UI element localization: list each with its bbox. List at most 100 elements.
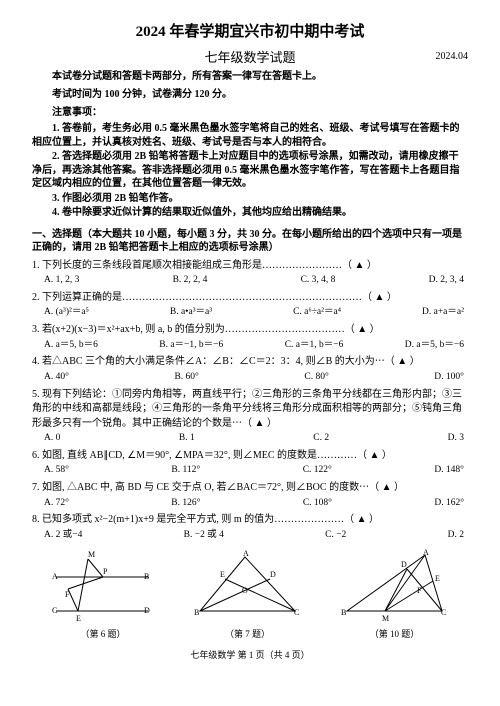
- q8-optA: A. 2 或−4: [44, 529, 82, 543]
- q6-optC: C. 122°: [303, 464, 332, 478]
- q1-optA: A. 1, 2, 3: [44, 274, 79, 288]
- svg-text:D: D: [270, 570, 276, 579]
- q4-optA: A. 40°: [44, 371, 69, 385]
- svg-text:O: O: [242, 586, 248, 595]
- q7-optB: B. 126°: [171, 497, 200, 511]
- question-7: 7. 如图, △ABC 中, 高 BD 与 CE 交于点 O, 若∠BAC＝72…: [32, 481, 468, 510]
- q5-optA: A. 0: [44, 432, 60, 446]
- q6-stem: 6. 如图, 直线 AB∥CD, ∠M＝90°, ∠MPA＝32°, 则∠MEC…: [32, 449, 468, 464]
- svg-text:M: M: [88, 550, 95, 559]
- svg-text:B: B: [194, 608, 199, 617]
- q3-optC: C. a＝1, b＝−6: [285, 339, 344, 353]
- svg-text:F: F: [417, 586, 422, 595]
- q5-optB: B. 1: [179, 432, 195, 446]
- q4-optB: B. 60°: [174, 371, 198, 385]
- q4-options: A. 40° B. 60° C. 80° D. 100°: [32, 371, 468, 385]
- question-3: 3. 若(x+2)(x−3)＝x²+ax+b, 则 a, b 的值分别为……………: [32, 323, 468, 352]
- svg-text:M: M: [382, 614, 389, 623]
- q2-options: A. (a³)²＝a⁵ B. a•a³＝a³ C. a⁶÷a²＝a⁴ D. a+…: [32, 306, 468, 320]
- svg-text:E: E: [220, 570, 225, 579]
- figure-7-caption: （第 7 题）: [190, 627, 305, 640]
- q2-optC: C. a⁶÷a²＝a⁴: [293, 306, 341, 320]
- svg-text:C: C: [441, 608, 446, 617]
- instruction-line1: 本试卷分试题和答题卡两部分，所有答案一律写在答题卡上。: [32, 70, 468, 84]
- instruction-item3: 3. 作图必须用 2B 铅笔作答。: [32, 192, 468, 206]
- q3-optA: A. a＝5, b＝6: [44, 339, 98, 353]
- figure-10: A D E F B M C （第 10 题）: [337, 549, 452, 640]
- q2-optD: D. a+a＝a²: [422, 306, 464, 320]
- question-6: 6. 如图, 直线 AB∥CD, ∠M＝90°, ∠MPA＝32°, 则∠MEC…: [32, 449, 468, 478]
- q6-options: A. 58° B. 112° C. 122° D. 148°: [32, 464, 468, 478]
- question-2: 2. 下列运算正确的是………………………………………………………………（ ▲ ）…: [32, 291, 468, 320]
- q1-optC: C. 3, 4, 8: [301, 274, 336, 288]
- question-8: 8. 已知多项式 x²−2(m+1)x+9 是完全平方式, 则 m 的值为…………: [32, 513, 468, 542]
- svg-text:F: F: [65, 590, 70, 599]
- q3-optB: B. a＝−1, b＝−6: [159, 339, 223, 353]
- q7-optA: A. 72°: [44, 497, 69, 511]
- svg-text:C: C: [52, 606, 57, 615]
- q1-optB: B. 2, 2, 4: [173, 274, 208, 288]
- q5-optD: D. 3: [448, 432, 464, 446]
- question-1: 1. 下列长度的三条线段首尾顺次相接能组成三角形是……………………（ ▲ ） A…: [32, 259, 468, 288]
- figure-6-svg: M A B F P C E D: [48, 549, 158, 624]
- q6-optD: D. 148°: [434, 464, 464, 478]
- exam-date: 2024.04: [436, 51, 469, 62]
- q8-optD: D. 2: [448, 529, 464, 543]
- figure-7: A D E O B C （第 7 题）: [190, 549, 305, 640]
- figure-10-svg: A D E F B M C: [337, 549, 452, 624]
- svg-text:A: A: [52, 572, 58, 581]
- svg-text:E: E: [435, 574, 440, 583]
- q7-stem: 7. 如图, △ABC 中, 高 BD 与 CE 交于点 O, 若∠BAC＝72…: [32, 481, 468, 496]
- instruction-line2: 考试时间为 100 分钟，试卷满分 120 分。: [32, 88, 468, 102]
- q4-optD: D. 100°: [434, 371, 464, 385]
- q8-optC: C. −2: [325, 529, 346, 543]
- instruction-item4: 4. 卷中除要求近似计算的结果取近似值外，其他均应给出精确结果。: [32, 206, 468, 220]
- question-4: 4. 若△ABC 三个角的大小满足条件∠A：∠B：∠C＝2：3：4, 则∠B 的…: [32, 355, 468, 384]
- q8-stem: 8. 已知多项式 x²−2(m+1)x+9 是完全平方式, 则 m 的值为…………: [32, 513, 468, 528]
- page-subtitle: 七年级数学试题 2024.04: [32, 47, 468, 66]
- instruction-item2: 2. 答选择题必须用 2B 铅笔将答题卡上对应题目中的选项标号涂黑，如需改动，请…: [32, 150, 468, 191]
- svg-text:B: B: [144, 572, 149, 581]
- page-footer: 七年级数学 第 1 页（共 4 页）: [32, 648, 468, 661]
- q2-optB: B. a•a³＝a³: [170, 306, 212, 320]
- q3-options: A. a＝5, b＝6 B. a＝−1, b＝−6 C. a＝1, b＝−6 D…: [32, 339, 468, 353]
- figure-6: M A B F P C E D （第 6 题）: [48, 549, 158, 640]
- q4-stem: 4. 若△ABC 三个角的大小满足条件∠A：∠B：∠C＝2：3：4, 则∠B 的…: [32, 355, 468, 370]
- q6-optB: B. 112°: [171, 464, 200, 478]
- q5-options: A. 0 B. 1 C. 2 D. 3: [32, 432, 468, 446]
- q8-options: A. 2 或−4 B. −2 或 4 C. −2 D. 2: [32, 529, 468, 543]
- svg-text:C: C: [294, 608, 299, 617]
- q2-stem: 2. 下列运算正确的是………………………………………………………………（ ▲ ）: [32, 291, 468, 306]
- svg-text:A: A: [243, 549, 249, 558]
- q3-stem: 3. 若(x+2)(x−3)＝x²+ax+b, 则 a, b 的值分别为……………: [32, 323, 468, 338]
- svg-text:D: D: [144, 606, 150, 615]
- q3-optD: D. a＝5, b＝−6: [405, 339, 464, 353]
- subtitle-text: 七年级数学试题: [204, 50, 295, 65]
- svg-text:B: B: [341, 608, 346, 617]
- instruction-line3: 注意事项：: [32, 106, 468, 120]
- q6-optA: A. 58°: [44, 464, 69, 478]
- q7-optD: D. 162°: [434, 497, 464, 511]
- page-title: 2024 年春学期宜兴市初中期中考试: [32, 20, 468, 41]
- svg-text:E: E: [76, 614, 81, 623]
- question-5: 5. 现有下列结论：①同旁内角相等，两直线平行；②三角形的三条角平分线都在三角形…: [32, 388, 468, 446]
- instruction-item1: 1. 答卷前，考生务必用 0.5 毫米黑色墨水签字笔将自己的姓名、班级、考试号填…: [32, 122, 468, 149]
- svg-text:D: D: [401, 560, 407, 569]
- exam-page: 2024 年春学期宜兴市初中期中考试 七年级数学试题 2024.04 本试卷分试…: [0, 0, 500, 671]
- figure-6-caption: （第 6 题）: [48, 627, 158, 640]
- q5-optC: C. 2: [313, 432, 329, 446]
- q1-options: A. 1, 2, 3 B. 2, 2, 4 C. 3, 4, 8 D. 2, 3…: [32, 274, 468, 288]
- q4-optC: C. 80°: [304, 371, 328, 385]
- figures-row: M A B F P C E D （第 6 题） A D E: [32, 549, 468, 640]
- figure-10-caption: （第 10 题）: [337, 627, 452, 640]
- svg-text:A: A: [423, 549, 429, 557]
- figure-7-svg: A D E O B C: [190, 549, 305, 624]
- q1-optD: D. 2, 3, 4: [429, 274, 464, 288]
- section1-head: 一、选择题（本大题共 10 小题，每小题 3 分，共 30 分。在每小题所给出的…: [32, 228, 468, 255]
- q7-optC: C. 108°: [303, 497, 332, 511]
- q2-optA: A. (a³)²＝a⁵: [44, 306, 89, 320]
- q8-optB: B. −2 或 4: [184, 529, 224, 543]
- svg-text:P: P: [103, 567, 108, 576]
- q1-stem: 1. 下列长度的三条线段首尾顺次相接能组成三角形是……………………（ ▲ ）: [32, 259, 468, 274]
- q7-options: A. 72° B. 126° C. 108° D. 162°: [32, 497, 468, 511]
